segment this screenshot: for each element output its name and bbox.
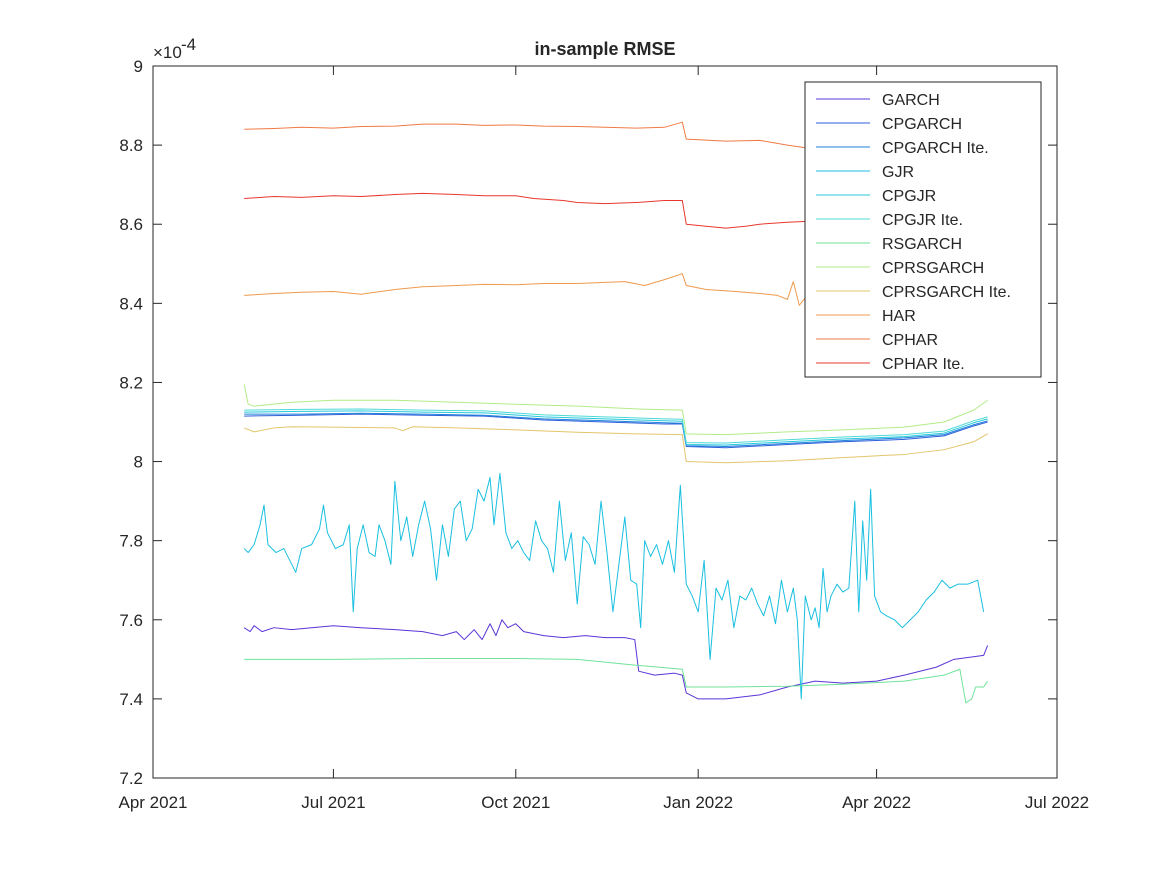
x-axis: Apr 2021 Jul 2021 Oct 2021 Jan 2022 Apr 2022… <box>119 66 1089 812</box>
series-line-11 <box>244 121 853 150</box>
plot-box <box>152 65 1058 779</box>
y-exponent-base: ×10 <box>153 43 182 62</box>
series-line-8 <box>243 384 988 436</box>
x-tick-label-5: Jul 2022 <box>1025 793 1089 812</box>
series-line-1 <box>243 619 989 700</box>
legend-box <box>804 81 1042 378</box>
legend-label-7: RSGARCH <box>882 236 962 253</box>
y-tick-label-2: 7.6 <box>119 611 143 630</box>
x-tick-label-3: Jan 2022 <box>663 793 733 812</box>
legend: GARCH CPGARCH CPGARCH Ite. GJR CPGJR CPGJR It… <box>804 81 1042 378</box>
series-line-9 <box>244 426 988 464</box>
series-line-12 <box>244 192 853 229</box>
legend-label-3: CPGARCH Ite. <box>882 140 989 157</box>
series-line-4 <box>243 472 985 700</box>
y-exponent: ×10 -4 <box>153 35 196 62</box>
x-tick-label-2: Oct 2021 <box>481 793 550 812</box>
y-tick-label-6: 8.4 <box>119 294 143 313</box>
series-line-6 <box>244 408 988 444</box>
y-tick-label-7: 8.6 <box>119 215 143 234</box>
legend-label-8: CPRSGARCH <box>882 260 984 277</box>
legend-label-11: CPHAR <box>882 332 938 349</box>
series-line-10 <box>244 273 853 306</box>
legend-label-2: CPGARCH <box>882 116 962 133</box>
x-tick-label-1: Jul 2021 <box>301 793 365 812</box>
y-tick-label-9: 9 <box>134 57 143 76</box>
y-exponent-power: -4 <box>181 35 196 54</box>
y-tick-label-5: 8.2 <box>119 373 143 392</box>
y-tick-label-4: 8 <box>134 453 143 472</box>
legend-label-6: CPGJR Ite. <box>882 212 963 229</box>
y-tick-label-3: 7.8 <box>119 532 143 551</box>
y-tick-label-8: 8.8 <box>119 136 143 155</box>
y-tick-label-1: 7.4 <box>119 690 143 709</box>
legend-label-10: HAR <box>882 308 916 325</box>
x-tick-label-0: Apr 2021 <box>119 793 188 812</box>
y-axis: 7.2 7.4 7.6 7.8 8 8.2 8.4 8.6 8.8 9 <box>119 57 1057 788</box>
legend-label-1: GARCH <box>882 92 940 109</box>
series-line-7 <box>244 658 989 704</box>
chart-title: in-sample RMSE <box>534 39 675 59</box>
legend-label-4: GJR <box>882 164 914 181</box>
series-layer <box>243 121 989 704</box>
legend-label-12: CPHAR Ite. <box>882 356 965 373</box>
legend-label-9: CPRSGARCH Ite. <box>882 284 1011 301</box>
y-tick-label-0: 7.2 <box>119 769 143 788</box>
x-tick-label-4: Apr 2022 <box>842 793 911 812</box>
legend-label-5: CPGJR <box>882 188 936 205</box>
